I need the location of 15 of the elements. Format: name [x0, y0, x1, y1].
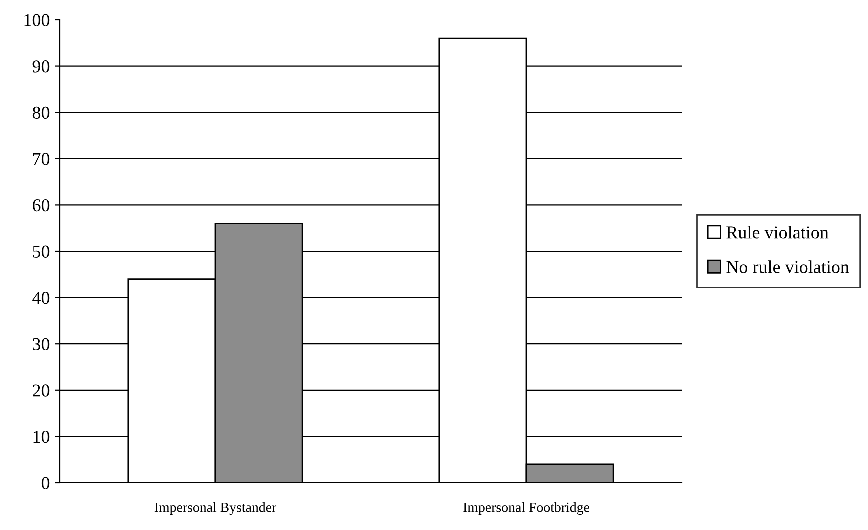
x-tick-label: Impersonal Footbridge: [464, 502, 590, 516]
x-tick-label: Impersonal Bystander: [154, 502, 277, 516]
y-tick-label: 50: [33, 246, 50, 258]
y-tick-label: 40: [32, 292, 50, 304]
y-tick-label: 10: [34, 430, 50, 444]
y-tick-label: 60: [33, 199, 50, 212]
y-tick-label: 20: [33, 384, 50, 397]
y-tick-label: 80: [32, 106, 50, 120]
y-tick-label: 70: [33, 153, 50, 166]
y-tick-label: 100: [24, 14, 50, 26]
y-tick-label: 90: [32, 60, 50, 73]
y-tick-label: 30: [33, 338, 50, 351]
y-tick-label: 0: [42, 477, 50, 490]
legend-label: Rule violation: [726, 226, 829, 239]
legend-label: No rule violation: [726, 260, 850, 274]
